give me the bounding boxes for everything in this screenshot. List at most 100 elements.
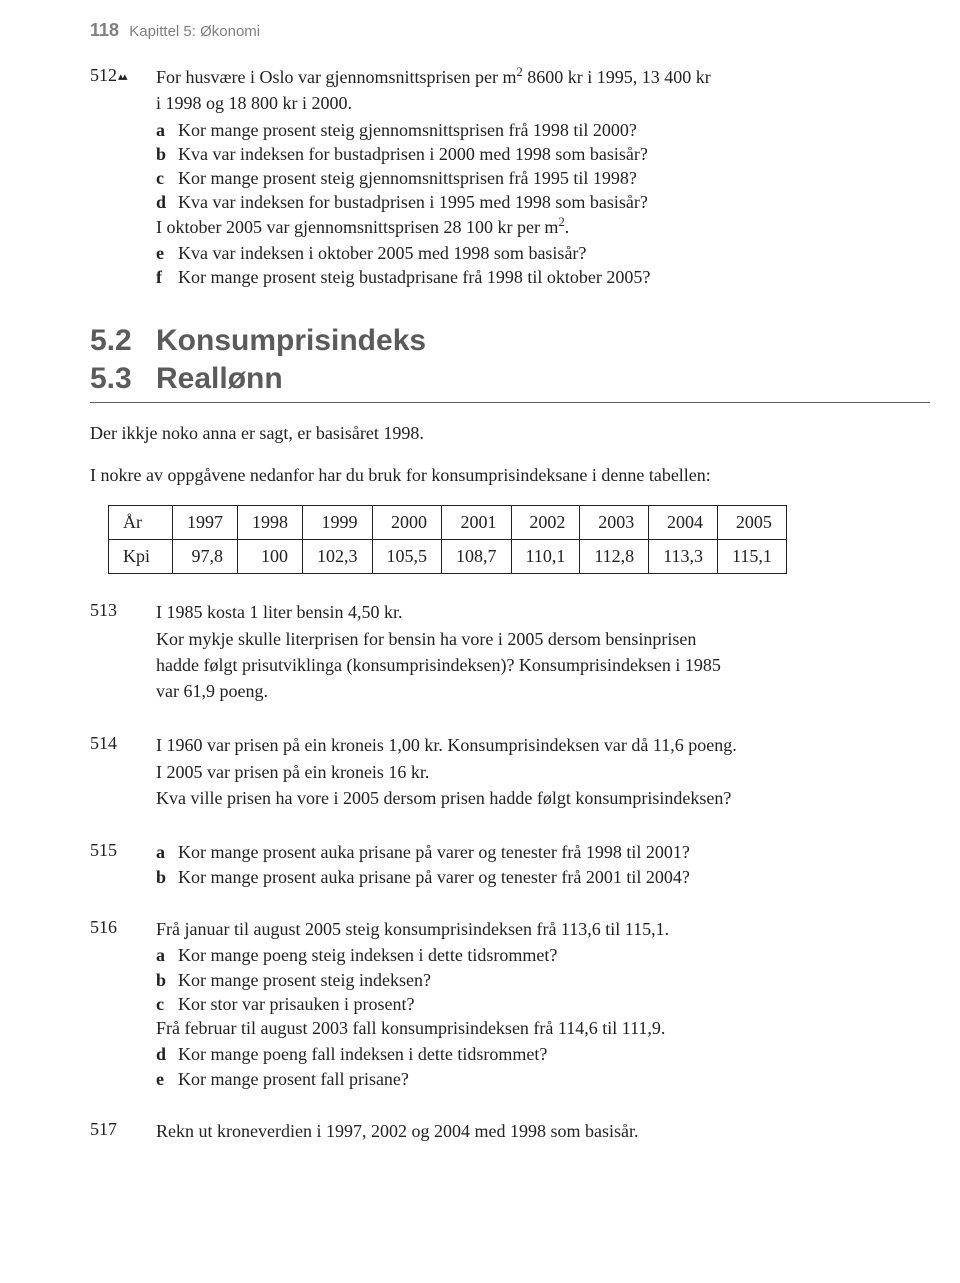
- sub-f: fKor mange prosent steig bustadprisane f…: [156, 265, 930, 289]
- table-cell: 113,3: [649, 540, 718, 574]
- sub-text: Kor mange poeng fall indeksen i dette ti…: [178, 1042, 930, 1066]
- section-title: Reallønn: [156, 362, 283, 396]
- sub-letter: e: [156, 1067, 178, 1091]
- exercise-number: 514: [90, 733, 156, 754]
- sub-letter: c: [156, 992, 178, 1016]
- sub-text: Kor mange prosent steig gjennomsnittspri…: [178, 118, 930, 142]
- body-line: Rekn ut kroneverdien i 1997, 2002 og 200…: [156, 1119, 930, 1143]
- table-cell: 115,1: [718, 540, 787, 574]
- table-cell: 97,8: [173, 540, 238, 574]
- exercise-516: 516 Frå januar til august 2005 steig kon…: [90, 917, 930, 1091]
- sub-a: aKor mange prosent auka prisane på varer…: [156, 840, 930, 864]
- sub-letter: f: [156, 265, 178, 289]
- sub-b: bKva var indeksen for bustadprisen i 200…: [156, 142, 930, 166]
- table-cell: 2005: [718, 506, 787, 540]
- section-title: Konsumprisindeks: [156, 324, 426, 358]
- sub-letter: d: [156, 1042, 178, 1066]
- sub-letter: a: [156, 118, 178, 142]
- sub-d: dKva var indeksen for bustadprisen i 199…: [156, 190, 930, 214]
- table-row-kpi: Kpi 97,8 100 102,3 105,5 108,7 110,1 112…: [109, 540, 787, 574]
- intro-line-2: i 1998 og 18 800 kr i 2000.: [156, 91, 930, 115]
- mid-text-a: I oktober 2005 var gjennomsnittsprisen 2…: [156, 217, 558, 237]
- table-cell: 105,5: [372, 540, 442, 574]
- sub-e: eKva var indeksen i oktober 2005 med 199…: [156, 241, 930, 265]
- kpi-table: År 1997 1998 1999 2000 2001 2002 2003 20…: [108, 505, 787, 574]
- body-line: I 2005 var prisen på ein kroneis 16 kr.: [156, 760, 930, 784]
- table-cell: 100: [238, 540, 303, 574]
- note-basisaar: Der ikkje noko anna er sagt, er basisåre…: [90, 421, 930, 445]
- difficulty-icon: ▴▴: [118, 71, 126, 83]
- sub-text: Kor mange poeng steig indeksen i dette t…: [178, 943, 930, 967]
- sub-text: Kva var indeksen i oktober 2005 med 1998…: [178, 241, 930, 265]
- running-head: 118 Kapittel 5: Økonomi: [90, 20, 930, 41]
- table-cell: 112,8: [580, 540, 649, 574]
- table-cell: 1999: [303, 506, 373, 540]
- exercise-number: 515: [90, 840, 156, 861]
- exercise-number: 516: [90, 917, 156, 938]
- body-line: hadde følgt prisutviklinga (konsumprisin…: [156, 653, 930, 677]
- table-cell: 2000: [372, 506, 442, 540]
- sub-text: Kor stor var prisauken i prosent?: [178, 992, 930, 1016]
- section-heading-5-2: 5.2 Konsumprisindeks: [90, 324, 930, 358]
- section-rule: [90, 402, 930, 403]
- sub-d: dKor mange poeng fall indeksen i dette t…: [156, 1042, 930, 1066]
- mid-line: I oktober 2005 var gjennomsnittsprisen 2…: [156, 215, 930, 239]
- row-label: År: [109, 506, 173, 540]
- mid-text-b: .: [565, 217, 570, 237]
- table-cell: 108,7: [442, 540, 512, 574]
- exercise-517: 517 Rekn ut kroneverdien i 1997, 2002 og…: [90, 1119, 930, 1145]
- exercise-number: 517: [90, 1119, 156, 1140]
- sub-text: Kor mange prosent auka prisane på varer …: [178, 865, 930, 889]
- sub-b: bKor mange prosent auka prisane på varer…: [156, 865, 930, 889]
- sub-text: Kor mange prosent steig bustadprisane fr…: [178, 265, 930, 289]
- exercise-number: 513: [90, 600, 156, 621]
- chapter-title: Kapittel 5: Økonomi: [129, 23, 260, 40]
- table-cell: 110,1: [511, 540, 580, 574]
- sub-letter: a: [156, 943, 178, 967]
- exercise-512: 512▴▴ For husvære i Oslo var gjennomsnit…: [90, 65, 930, 290]
- sub-a: aKor mange prosent steig gjennomsnittspr…: [156, 118, 930, 142]
- intro-text-1b: 8600 kr i 1995, 13 400 kr: [523, 67, 711, 87]
- table-cell: 2004: [649, 506, 718, 540]
- table-cell: 1997: [173, 506, 238, 540]
- body-line: Kor mykje skulle literprisen for bensin …: [156, 627, 930, 651]
- page-number: 118: [90, 20, 119, 40]
- table-cell: 102,3: [303, 540, 373, 574]
- sub-letter: b: [156, 865, 178, 889]
- body-line: Kva ville prisen ha vore i 2005 dersom p…: [156, 786, 930, 810]
- sub-text: Kor mange prosent auka prisane på varer …: [178, 840, 930, 864]
- exercise-513: 513 I 1985 kosta 1 liter bensin 4,50 kr.…: [90, 600, 930, 705]
- sub-text: Kva var indeksen for bustadprisen i 2000…: [178, 142, 930, 166]
- exercise-515: 515 aKor mange prosent auka prisane på v…: [90, 840, 930, 889]
- table-cell: 2003: [580, 506, 649, 540]
- intro-text-1a: For husvære i Oslo var gjennomsnittspris…: [156, 67, 516, 87]
- row-label: Kpi: [109, 540, 173, 574]
- section-heading-5-3: 5.3 Reallønn: [90, 362, 930, 396]
- sub-letter: e: [156, 241, 178, 265]
- sub-text: Kor mange prosent steig gjennomsnittspri…: [178, 166, 930, 190]
- table-cell: 2001: [442, 506, 512, 540]
- sub-text: Kor mange prosent steig indeksen?: [178, 968, 930, 992]
- section-number: 5.2: [90, 324, 156, 358]
- sub-letter: c: [156, 166, 178, 190]
- body-line: I 1985 kosta 1 liter bensin 4,50 kr.: [156, 600, 930, 624]
- note-tabell: I nokre av oppgåvene nedanfor har du bru…: [90, 463, 930, 487]
- sub-b: bKor mange prosent steig indeksen?: [156, 968, 930, 992]
- sub-text: Kor mange prosent fall prisane?: [178, 1067, 930, 1091]
- sub-letter: b: [156, 142, 178, 166]
- exercise-514: 514 I 1960 var prisen på ein kroneis 1,0…: [90, 733, 930, 812]
- sub-a: aKor mange poeng steig indeksen i dette …: [156, 943, 930, 967]
- sub-letter: b: [156, 968, 178, 992]
- table-cell: 1998: [238, 506, 303, 540]
- sub-letter: d: [156, 190, 178, 214]
- body-line: Frå januar til august 2005 steig konsump…: [156, 917, 930, 941]
- sub-c: cKor mange prosent steig gjennomsnittspr…: [156, 166, 930, 190]
- intro-line: For husvære i Oslo var gjennomsnittspris…: [156, 65, 930, 89]
- body-line: Frå februar til august 2003 fall konsump…: [156, 1016, 930, 1040]
- table-cell: 2002: [511, 506, 580, 540]
- sub-text: Kva var indeksen for bustadprisen i 1995…: [178, 190, 930, 214]
- body-line: var 61,9 poeng.: [156, 679, 930, 703]
- exercise-number: 512▴▴: [90, 65, 156, 86]
- section-number: 5.3: [90, 362, 156, 396]
- sub-c: cKor stor var prisauken i prosent?: [156, 992, 930, 1016]
